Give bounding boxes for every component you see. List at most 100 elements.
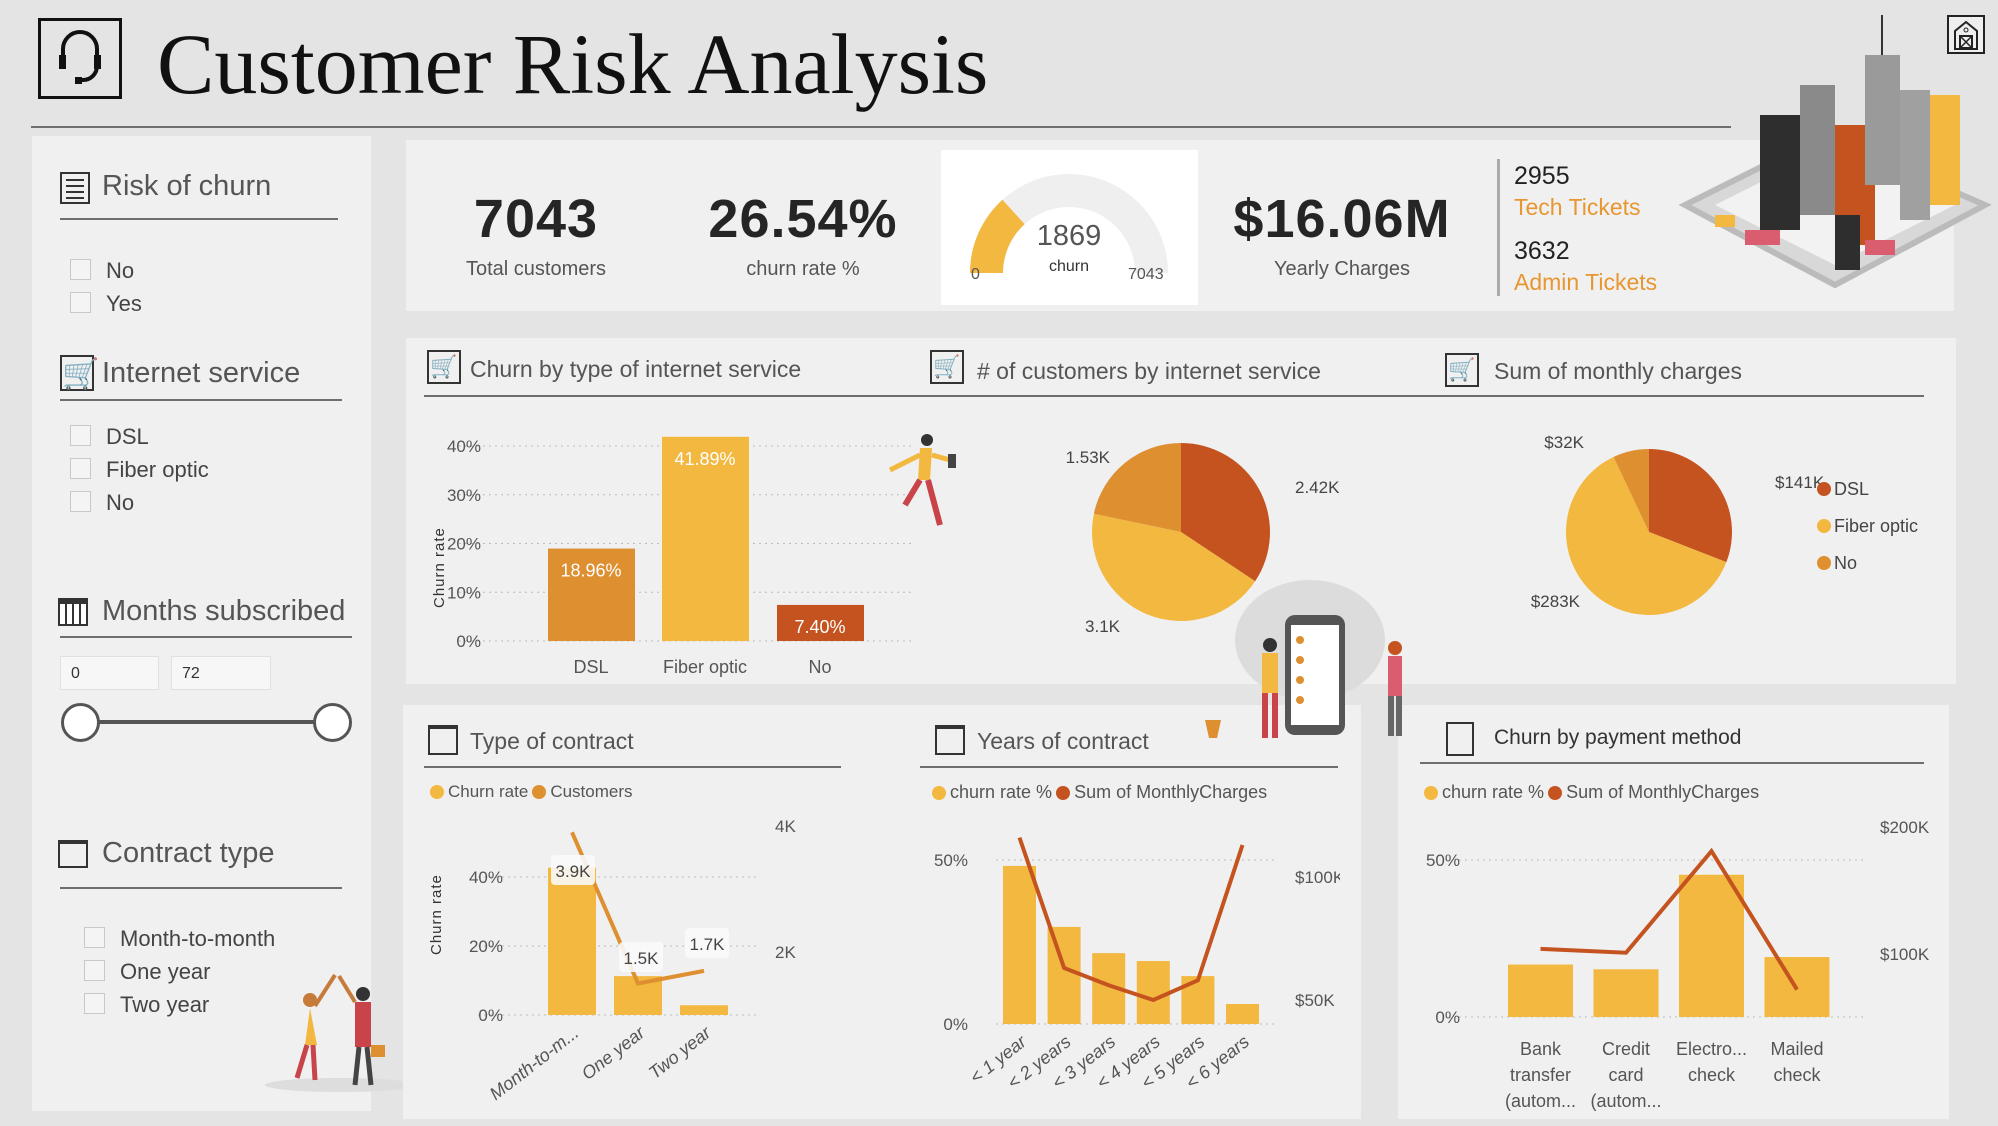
y-tick-label: 50%: [1426, 851, 1460, 870]
bar-data-label: 18.96%: [560, 561, 621, 581]
years-contract-legend: churn rate % Sum of MonthlyCharges: [932, 782, 1267, 803]
legend-dot: [1817, 519, 1831, 533]
risk-no-checkbox[interactable]: [70, 259, 91, 280]
pie-data-label: 3.1K: [1085, 617, 1121, 636]
x-tick-label: No: [808, 657, 831, 677]
y-tick-label: 40%: [469, 868, 503, 887]
team-illustration: [1205, 580, 1402, 738]
internet-fiber-label: Fiber optic: [106, 457, 209, 482]
admin-tickets-label: Admin Tickets: [1514, 269, 1658, 295]
y-tick-label: 50%: [934, 851, 968, 870]
customers-internet-title: # of customers by internet service: [977, 358, 1321, 384]
legend-label-fiber-optic: Fiber optic: [1834, 516, 1918, 536]
y-tick-label: 0%: [943, 1015, 968, 1034]
tech-tickets-label: Tech Tickets: [1514, 194, 1641, 220]
y-tick-label: 20%: [469, 937, 503, 956]
folder-icon: [428, 725, 458, 755]
pie-slice-fiber-optic: [1566, 456, 1727, 615]
months-slider-track[interactable]: [80, 720, 333, 724]
y-tick-label: 20%: [447, 535, 481, 554]
risk-yes-label: Yes: [106, 291, 142, 316]
internet-slicer-divider: [60, 399, 342, 401]
y2-tick-label: $100K: [1880, 945, 1930, 964]
contract-two-year-label: Two year: [120, 992, 210, 1017]
legend-dot-customers: [532, 785, 547, 799]
risk-slicer-title: Risk of churn: [102, 170, 272, 202]
bar-data-label: 7.40%: [794, 617, 845, 637]
x-tick-label: card: [1608, 1065, 1643, 1085]
bar: [1047, 926, 1081, 1024]
cart-icon: 🛒: [1445, 353, 1479, 387]
legend-dot-churn: [1424, 785, 1438, 800]
bar: [680, 1005, 728, 1015]
internet-fiber-checkbox[interactable]: [70, 458, 91, 479]
tickets-divider: [1497, 159, 1500, 296]
x-tick-label: One year: [578, 1022, 649, 1084]
type-contract-divider: [424, 766, 841, 768]
months-min-input[interactable]: 0: [60, 656, 159, 690]
months-slider-max-handle[interactable]: [313, 703, 352, 742]
internet-slicer-title: Internet service: [102, 357, 301, 389]
legend-churn: churn rate %: [950, 782, 1053, 802]
yearly-charges-label: Yearly Charges: [1273, 258, 1411, 280]
line-data-label: 1.5K: [624, 949, 660, 968]
tech-tickets-value: 2955: [1514, 162, 1570, 190]
y-tick-label: 0%: [1435, 1008, 1460, 1027]
y2-tick-label: $200K: [1880, 818, 1930, 837]
yearly-charges-value: $16.06M: [1233, 189, 1451, 249]
bar-no: [777, 604, 864, 641]
cart-icon: 🛒: [427, 350, 461, 384]
internet-dsl-checkbox[interactable]: [70, 425, 91, 446]
risk-yes-checkbox[interactable]: [70, 292, 91, 313]
y-axis-label: Churn rate: [428, 874, 445, 955]
bar: [1003, 865, 1036, 1024]
years-contract-divider: [920, 766, 1338, 768]
bar-dsl: [548, 548, 635, 641]
monthly-charges-title: Sum of monthly charges: [1494, 358, 1743, 384]
wallet-icon: [1446, 722, 1474, 756]
x-tick-label: (autom...: [1505, 1091, 1576, 1111]
x-tick-label: DSL: [573, 657, 608, 677]
contract-two-year-checkbox[interactable]: [84, 993, 105, 1014]
months-max-input[interactable]: 72: [171, 656, 271, 690]
legend-churn: churn rate %: [1442, 782, 1545, 802]
x-tick-label: Fiber optic: [663, 657, 747, 677]
legend-customers: Customers: [550, 782, 633, 801]
line-series: [1017, 836, 1245, 1003]
bar: [548, 867, 596, 1015]
payment-panel: [1398, 705, 1949, 1119]
contract-month-label: Month-to-month: [120, 926, 276, 951]
y2-tick-label: $100K: [1295, 868, 1340, 887]
legend-charges: Sum of MonthlyCharges: [1566, 782, 1760, 802]
churn-by-internet-chart: 0% 10% 20% 30% 40% Churn rate 18.96% DSL 41.89% F…: [431, 436, 911, 677]
y2-tick-label: $50K: [1295, 991, 1335, 1010]
bar: [1136, 961, 1170, 1024]
home-icon[interactable]: [1947, 15, 1985, 54]
y-tick-label: 0%: [456, 632, 481, 651]
gauge-min: 0: [971, 266, 980, 283]
pie-slice-dsl: [1649, 449, 1732, 563]
internet-no-label: No: [106, 490, 135, 515]
contract-month-checkbox[interactable]: [84, 927, 105, 948]
legend-dot-charges: [1548, 785, 1563, 800]
x-tick-label: Credit: [1602, 1039, 1650, 1059]
type-contract-legend: Churn rate Customers: [430, 782, 633, 802]
payment-title: Churn by payment method: [1494, 726, 1742, 749]
years-contract-title: Years of contract: [977, 728, 1149, 754]
folder-icon: [58, 840, 88, 868]
gauge-max: 7043: [1128, 266, 1164, 283]
pie-data-label: $32K: [1544, 433, 1584, 452]
x-tick-label: check: [1773, 1065, 1821, 1085]
pie-slice-no: [1093, 443, 1181, 532]
internet-no-checkbox[interactable]: [70, 491, 91, 512]
risk-slicer-divider: [60, 218, 338, 220]
data-label-box: [551, 855, 595, 885]
internet-dsl-label: DSL: [106, 424, 149, 449]
y-axis-label: Churn rate: [431, 527, 448, 608]
months-slider-min-handle[interactable]: [61, 703, 100, 742]
admin-tickets-value: 3632: [1514, 237, 1570, 265]
pie-data-label: 1.53K: [1066, 448, 1111, 467]
contract-one-year-checkbox[interactable]: [84, 960, 105, 981]
header-divider: [31, 126, 1731, 128]
customers-by-internet-pie: 2.42K 3.1K 1.53K: [1066, 443, 1340, 636]
